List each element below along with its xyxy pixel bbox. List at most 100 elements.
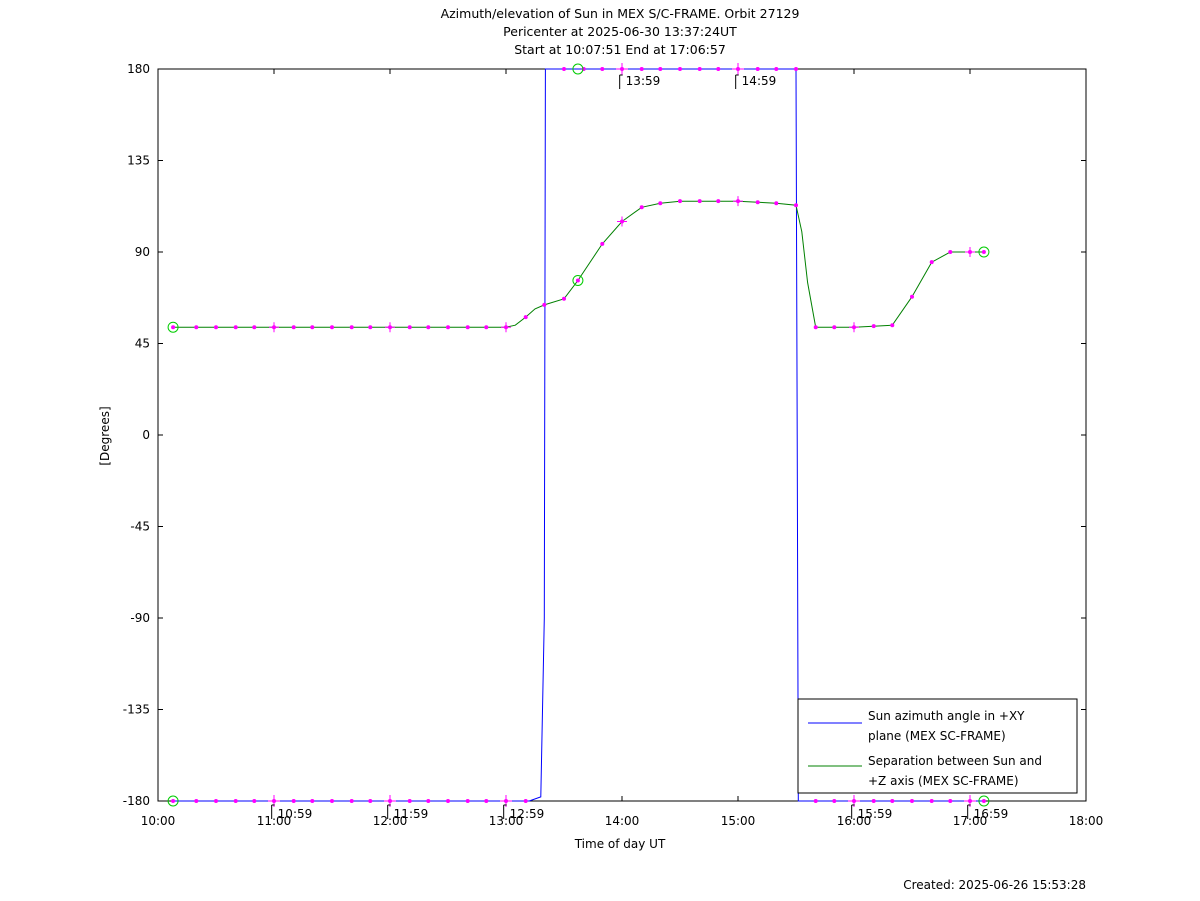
legend: Sun azimuth angle in +XY plane (MEX SC-F…: [797, 698, 1078, 794]
chart-title-line-3: Start at 10:07:51 End at 17:06:57: [514, 42, 726, 57]
x-tick-label: 13:00: [489, 814, 524, 828]
pericenter-circle: [572, 63, 584, 75]
y-tick-label: 180: [127, 62, 150, 76]
separation-marker: [291, 325, 296, 330]
annotation-label: 16:59: [974, 807, 1009, 821]
legend-label-separation-line-1: Separation between Sun and: [868, 754, 1042, 768]
x-tick-label: 15:00: [721, 814, 756, 828]
x-tick-label: 16:00: [837, 814, 872, 828]
separation-marker: [252, 325, 257, 330]
separation-marker: [446, 325, 450, 330]
azimuth-marker: [562, 67, 566, 71]
azimuth-marker: [214, 799, 218, 803]
markers: [167, 63, 990, 807]
azimuth-marker: [697, 67, 702, 71]
azimuth-marker: [407, 799, 412, 803]
start-circle: [167, 321, 179, 333]
y-axis-label: [Degrees]: [98, 406, 112, 465]
separation-hour-cross: [385, 322, 395, 333]
chart-title: Azimuth/elevation of Sun in MEX S/C-FRAM…: [441, 6, 800, 57]
azimuth-marker: [774, 67, 779, 71]
separation-hour-cross: [269, 322, 279, 333]
azimuth-hour-cross: [732, 63, 744, 75]
azimuth-marker: [981, 799, 986, 803]
azimuth-marker: [523, 799, 528, 803]
azimuth-marker: [929, 799, 934, 803]
azimuth-marker: [233, 799, 238, 803]
separation-marker: [929, 260, 934, 265]
separation-marker: [755, 200, 760, 205]
separation-marker: [523, 315, 528, 320]
legend-label-azimuth-line-2: plane (MEX SC-FRAME): [868, 729, 1006, 743]
y-tick-label: 0: [142, 428, 150, 442]
separation-marker: [484, 325, 489, 330]
azimuth-marker: [330, 799, 334, 803]
azimuth-marker: [600, 67, 605, 71]
pericenter-circle: [572, 274, 584, 286]
separation-marker: [948, 250, 953, 254]
azimuth-marker: [890, 799, 895, 803]
azimuth-marker: [948, 799, 953, 803]
separation-marker: [575, 278, 580, 283]
separation-hour-cross: [501, 322, 511, 333]
legend-label-separation-line-2: +Z axis (MEX SC-FRAME): [868, 774, 1019, 788]
created-timestamp: Created: 2025-06-26 15:53:28: [903, 878, 1086, 892]
separation-marker: [600, 241, 605, 246]
separation-marker: [330, 325, 334, 330]
separation-marker: [407, 325, 412, 330]
x-tick-label: 10:00: [141, 814, 176, 828]
azimuth-marker: [349, 799, 354, 803]
azimuth-hour-cross: [616, 63, 628, 75]
x-tick-label: 18:00: [1069, 814, 1104, 828]
end-circle: [978, 246, 990, 258]
y-tick-label: -90: [130, 611, 150, 625]
annotation-label: 15:59: [858, 807, 893, 821]
time-annotation: 12:59: [503, 804, 545, 821]
azimuth-marker: [716, 67, 721, 71]
chart-title-line-1: Azimuth/elevation of Sun in MEX S/C-FRAM…: [441, 6, 800, 21]
azimuth-marker: [368, 799, 373, 803]
series-lines: [173, 68, 984, 802]
annotation-label: 10:59: [278, 807, 313, 821]
azimuth-marker: [426, 799, 431, 803]
time-annotation: 16:59: [967, 804, 1009, 821]
annotation-label: 12:59: [510, 807, 545, 821]
separation-marker: [678, 199, 682, 204]
separation-marker: [910, 294, 914, 299]
separation-marker: [426, 325, 431, 330]
separation-marker: [194, 325, 199, 330]
y-tick-label: 45: [135, 337, 150, 351]
y-tick-label: -45: [130, 520, 150, 534]
azimuth-marker: [871, 799, 876, 803]
time-annotation: 14:59: [735, 74, 777, 89]
time-annotation: 11:59: [387, 804, 428, 821]
x-axis: 10:00 11:00 12:00 13:00 14:00 15:00 16:00 17:00…: [141, 69, 1104, 828]
y-tick-label: -180: [123, 794, 150, 808]
y-axis: 180 135 90 45 0 -45 -90 -135 -180: [123, 62, 1086, 808]
time-annotation: 15:59: [851, 804, 893, 821]
separation-marker: [890, 323, 895, 328]
start-circle: [167, 795, 179, 807]
separation-marker: [697, 199, 702, 204]
separation-marker: [639, 205, 644, 210]
y-tick-label: -135: [123, 703, 150, 717]
separation-marker: [658, 201, 663, 206]
azimuth-marker: [194, 799, 199, 803]
azimuth-marker: [658, 67, 663, 71]
azimuth-marker: [252, 799, 257, 803]
annotation-label: 14:59: [742, 74, 777, 88]
x-axis-label: Time of day UT: [574, 837, 666, 851]
azimuth-marker: [813, 799, 818, 803]
separation-marker: [871, 324, 876, 329]
separation-marker: [832, 325, 837, 330]
time-annotations: 10:59 11:59 12:59 13:59 14:59 15:59 16:59: [271, 74, 1009, 821]
x-tick-label: 12:00: [373, 814, 408, 828]
separation-marker: [465, 325, 470, 330]
separation-marker: [774, 201, 779, 206]
azimuth-marker: [639, 67, 644, 71]
separation-marker: [794, 203, 798, 208]
azimuth-marker: [446, 799, 450, 803]
legend-label-azimuth-line-1: Sun azimuth angle in +XY: [868, 709, 1025, 723]
separation-series-line: [173, 200, 984, 328]
